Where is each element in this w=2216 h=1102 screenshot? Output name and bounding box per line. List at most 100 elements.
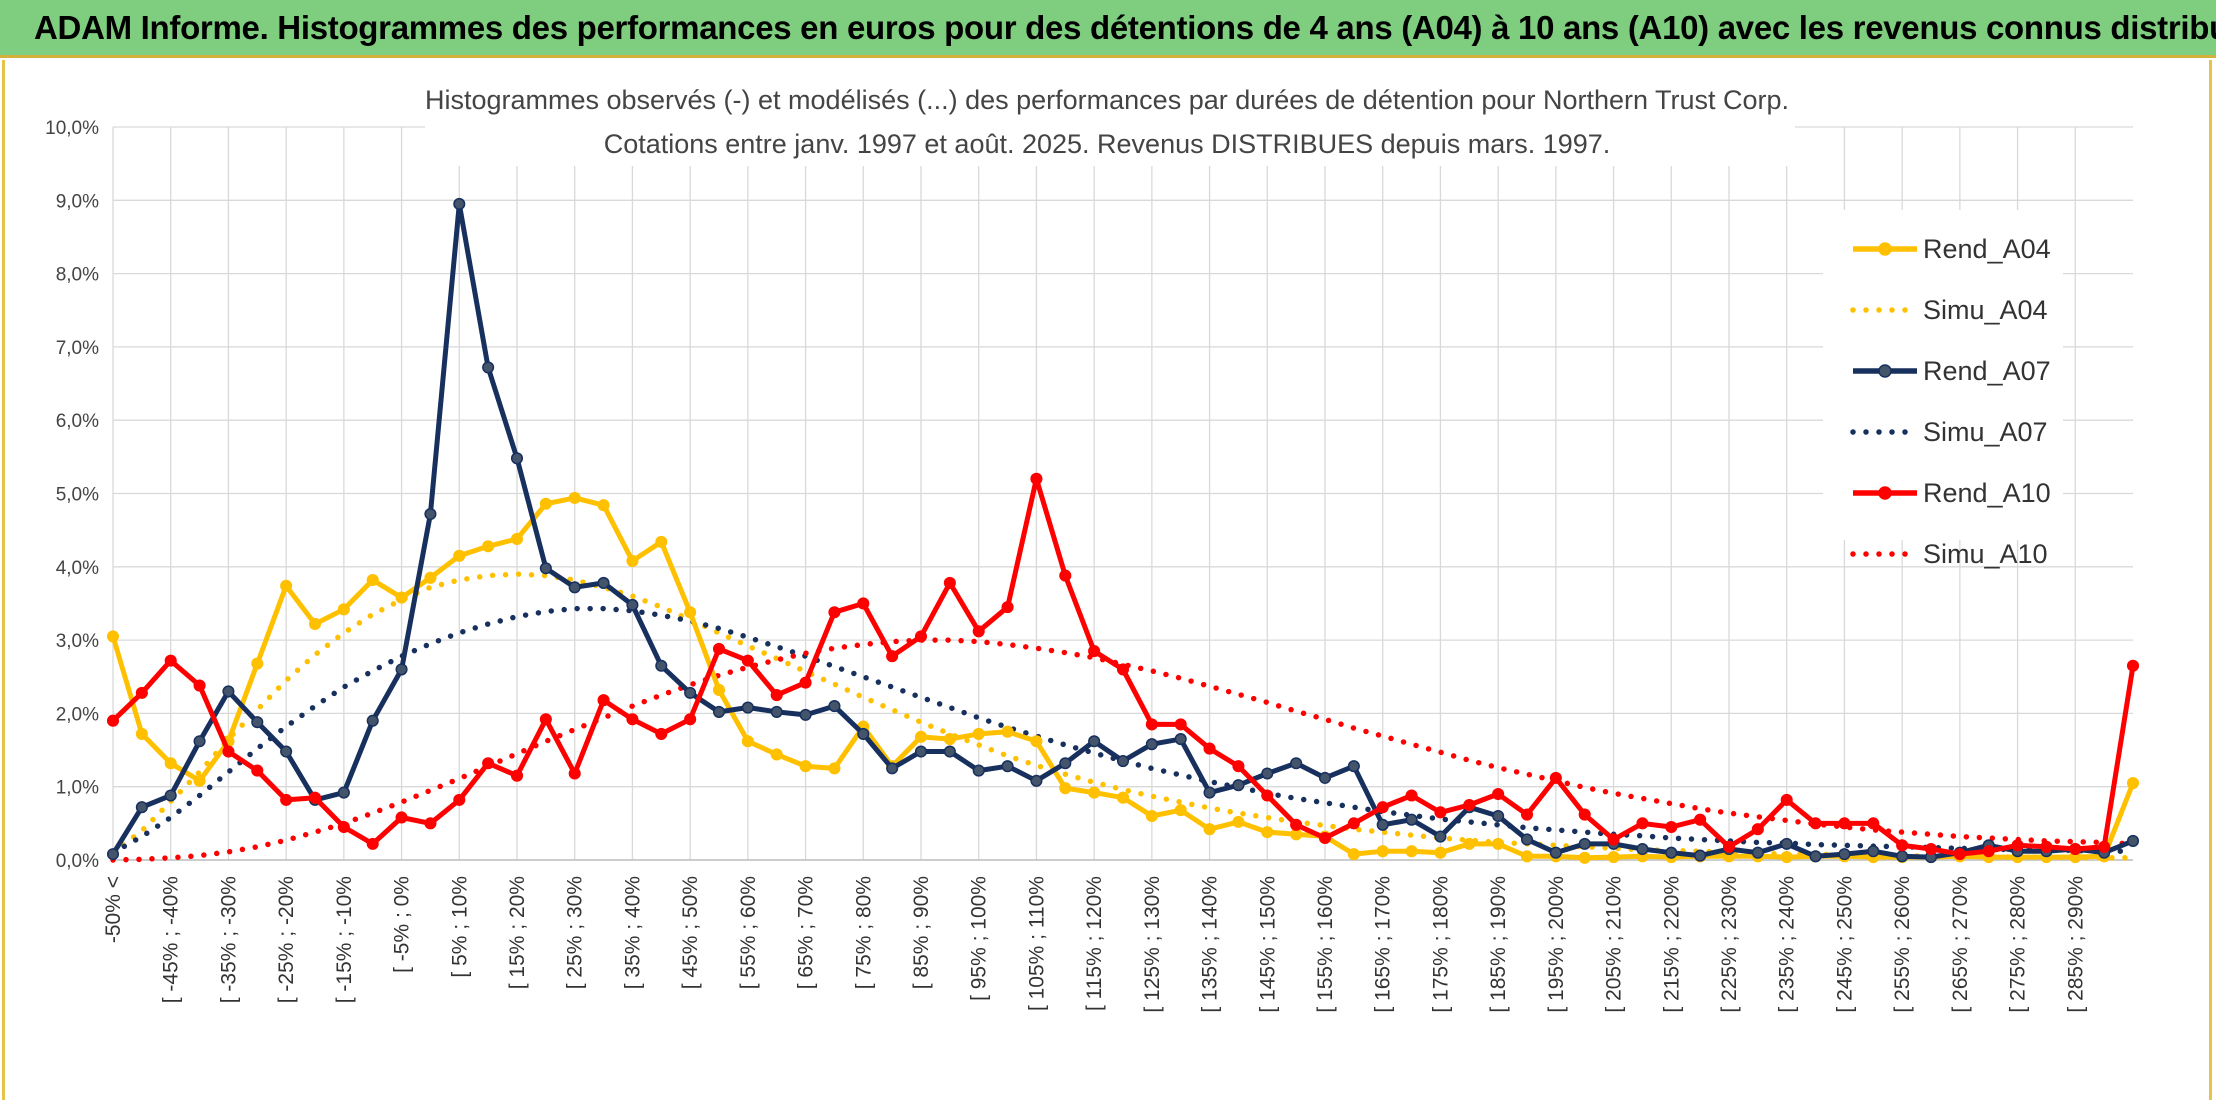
data-point-rend-a07 (1896, 850, 1909, 863)
data-point-rend-a04 (1578, 851, 1591, 864)
data-point-rend-a04 (1001, 725, 1014, 738)
x-tick-label: [ 65% ; 70% (795, 876, 818, 989)
data-point-rend-a10 (280, 793, 293, 806)
data-point-rend-a10 (2040, 840, 2053, 853)
data-point-rend-a07 (886, 762, 899, 775)
series-line-simu-a10 (110, 637, 2136, 863)
legend-label-rend-a04: Rend_A04 (1923, 234, 2051, 264)
data-point-rend-a04 (510, 532, 524, 545)
data-point-rend-a07 (1694, 849, 1707, 862)
y-tick-label: 4,0% (56, 558, 99, 579)
y-tick-label: 3,0% (56, 631, 99, 652)
data-point-rend-a10 (1405, 789, 1418, 802)
data-point-rend-a10 (1001, 601, 1014, 614)
data-point-rend-a10 (1751, 823, 1764, 836)
x-tick-label: [ -5% ; 0% (391, 876, 414, 973)
data-point-rend-a10 (1290, 818, 1303, 831)
data-point-rend-a10 (2011, 839, 2024, 852)
data-point-rend-a07 (424, 507, 437, 521)
data-point-rend-a04 (1232, 815, 1245, 828)
data-point-rend-a10 (2098, 840, 2111, 853)
data-point-rend-a10 (568, 767, 581, 780)
data-point-rend-a07 (395, 663, 408, 676)
y-tick-label: 10,0% (45, 118, 99, 139)
data-point-rend-a04 (2126, 776, 2140, 790)
data-point-rend-a04 (943, 733, 956, 746)
data-point-rend-a07 (597, 576, 610, 589)
data-point-rend-a10 (1174, 718, 1187, 731)
x-axis-ticks: -50% < [ -45% ; -40% [ -35% ; -30% [ -25% ;… (102, 876, 2087, 1013)
data-point-rend-a10 (741, 654, 754, 667)
y-tick-label: 0,0% (56, 851, 99, 872)
data-point-rend-a10 (972, 625, 985, 638)
data-point-rend-a04 (655, 535, 668, 548)
data-point-rend-a07 (1347, 760, 1360, 773)
data-point-rend-a04 (251, 657, 264, 670)
data-point-rend-a04 (914, 730, 928, 743)
x-tick-label: [ 285% ; 290% (2064, 876, 2087, 1013)
data-point-rend-a07 (1867, 845, 1880, 858)
data-point-rend-a07 (1203, 786, 1216, 799)
y-tick-label: 6,0% (56, 411, 99, 432)
data-point-rend-a04 (482, 540, 495, 553)
data-point-rend-a10 (1261, 789, 1274, 802)
data-point-rend-a07 (1376, 818, 1389, 831)
x-tick-label: [ 35% ; 40% (621, 876, 644, 989)
y-tick-label: 2,0% (56, 704, 99, 725)
x-tick-label: [ 195% ; 200% (1545, 876, 1568, 1013)
data-point-rend-a10 (914, 630, 928, 643)
data-point-rend-a04 (453, 549, 466, 562)
data-point-rend-a04 (106, 630, 120, 643)
data-point-rend-a10 (799, 676, 812, 689)
data-point-rend-a04 (135, 727, 148, 740)
data-point-rend-a04 (1405, 845, 1418, 858)
data-point-rend-a07 (626, 598, 639, 611)
data-point-rend-a10 (1520, 808, 1534, 821)
data-point-rend-a07 (1116, 754, 1130, 768)
data-point-rend-a04 (1347, 848, 1360, 861)
data-point-rend-a04 (1376, 845, 1389, 858)
y-tick-label: 9,0% (56, 191, 99, 212)
data-point-rend-a10 (1607, 833, 1620, 846)
data-point-rend-a04 (1780, 851, 1793, 864)
x-tick-label: [ 105% ; 110% (1025, 876, 1048, 1011)
x-tick-label: [ 155% ; 160% (1314, 876, 1337, 1013)
data-point-rend-a07 (1145, 738, 1158, 751)
data-point-rend-a04 (1203, 823, 1216, 836)
y-tick-label: 1,0% (56, 778, 99, 799)
data-point-rend-a07 (914, 745, 928, 758)
legend-marker-rend-a04 (1878, 242, 1892, 256)
data-point-rend-a10 (1694, 813, 1707, 826)
legend-backdrop (1823, 210, 2063, 540)
data-point-rend-a07 (770, 705, 783, 718)
data-point-rend-a10 (222, 745, 235, 758)
data-point-rend-a10 (597, 694, 610, 707)
data-point-rend-a04 (539, 497, 552, 510)
data-point-rend-a07 (193, 735, 206, 748)
data-point-rend-a07 (1549, 846, 1562, 859)
y-axis-ticks: 0,0% 1,0% 2,0% 3,0% 4,0% 5,0% 6,0% 7,0% 8,0% 9,0%… (45, 118, 99, 872)
x-tick-label: [ 225% ; 230% (1718, 876, 1741, 1013)
data-point-rend-a07 (251, 716, 264, 729)
data-point-rend-a07 (799, 708, 812, 721)
data-point-rend-a04 (395, 591, 408, 604)
data-point-rend-a04 (1520, 850, 1534, 863)
data-point-rend-a10 (1116, 663, 1130, 676)
data-point-rend-a04 (1607, 851, 1620, 864)
data-point-rend-a07 (222, 685, 235, 698)
data-point-rend-a04 (1088, 786, 1101, 799)
data-point-rend-a10 (1982, 845, 1995, 858)
data-point-rend-a10 (828, 606, 841, 619)
data-point-rend-a10 (1492, 787, 1505, 801)
data-point-rend-a10 (1463, 798, 1476, 812)
x-tick-label: [ 85% ; 90% (910, 876, 933, 989)
data-point-rend-a10 (1780, 793, 1793, 806)
data-point-rend-a10 (684, 713, 697, 726)
data-point-rend-a10 (308, 791, 322, 804)
x-tick-label: [ -15% ; -10% (333, 876, 356, 1003)
data-point-rend-a10 (1376, 801, 1389, 814)
x-tick-label: [ 5% ; 10% (448, 876, 471, 978)
data-point-rend-a07 (482, 361, 495, 374)
data-point-rend-a04 (1463, 837, 1476, 850)
chart-title-line-1: Histogrammes observés (-) et modélisés (… (425, 85, 1789, 115)
